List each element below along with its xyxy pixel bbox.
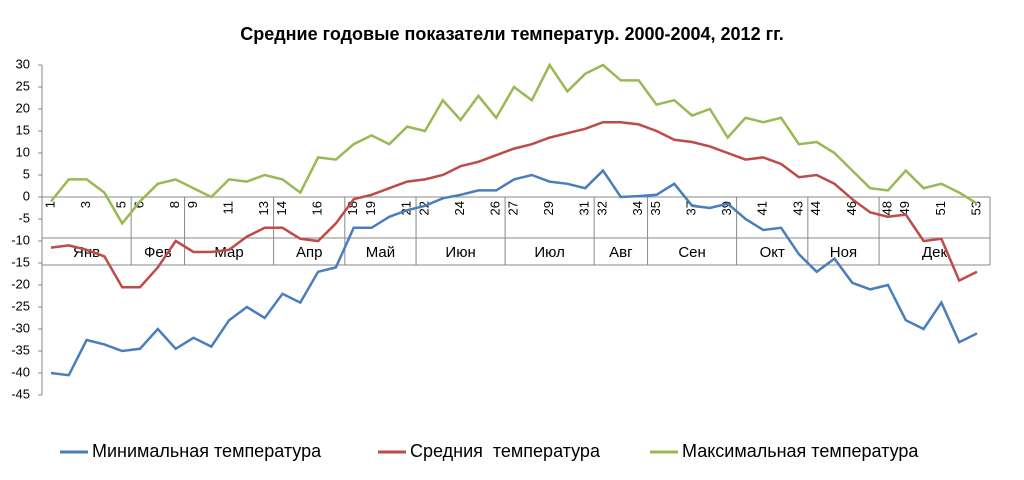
y-tick-label: 25 [16,78,30,93]
x-tick-label: 53 [968,201,983,215]
month-label: Сен [678,244,705,261]
month-label: Июн [445,244,475,261]
y-tick-label: 15 [16,122,30,137]
x-tick-label: 14 [274,201,289,215]
x-tick-label: 11 [221,201,236,215]
x-tick-label: 5 [114,201,129,208]
x-tick-label: 37 [684,201,699,215]
month-label: Июл [534,244,564,261]
x-tick-label: 16 [310,201,325,215]
chart-title: Средние годовые показатели температур. 2… [240,24,784,44]
legend-label: Средния температура [410,441,601,461]
x-tick-label: 51 [933,201,948,215]
x-tick-label: 29 [541,201,556,215]
x-tick-label: 41 [755,201,770,215]
month-label: Авг [609,244,633,261]
series-line [50,168,978,377]
legend-label: Минимальная температура [92,441,322,461]
month-label: Май [366,244,395,261]
month-label: Апр [296,244,322,261]
legend-label: Максимальная температура [682,441,919,461]
y-tick-label: -10 [11,232,30,247]
y-tick-label: -35 [11,342,30,357]
x-tick-label: 44 [808,201,823,215]
x-tick-label: 34 [630,201,645,215]
x-tick-label: 24 [452,201,467,215]
x-tick-label: 8 [167,201,182,208]
series-line [50,120,978,289]
x-tick-label: 49 [897,201,912,215]
x-tick-label: 46 [844,201,859,215]
x-tick-label: 43 [790,201,805,215]
series-line [50,62,978,226]
x-tick-label: 19 [363,201,378,215]
y-tick-label: 5 [23,166,30,181]
y-tick-label: -5 [18,210,30,225]
y-tick-label: -25 [11,298,30,313]
y-tick-label: -30 [11,320,30,335]
month-label: Дек [922,244,948,261]
x-tick-label: 13 [256,201,271,215]
y-tick-label: 10 [16,144,30,159]
month-label: Ноя [830,244,857,261]
x-tick-label: 1 [42,201,57,208]
month-label: Мар [214,244,243,261]
y-tick-label: -45 [11,386,30,401]
y-tick-label: -20 [11,276,30,291]
x-tick-label: 9 [185,201,200,208]
x-tick-label: 3 [78,201,93,208]
y-tick-label: 30 [16,56,30,71]
y-tick-label: -40 [11,364,30,379]
x-tick-label: 32 [594,201,609,215]
x-tick-label: 26 [488,201,503,215]
y-tick-label: 0 [23,188,30,203]
x-tick-label: 31 [577,201,592,215]
x-tick-label: 48 [879,201,894,215]
x-tick-label: 35 [648,201,663,215]
y-tick-label: 20 [16,100,30,115]
month-label: Окт [760,244,785,261]
y-tick-label: -15 [11,254,30,269]
x-tick-label: 27 [505,201,520,215]
